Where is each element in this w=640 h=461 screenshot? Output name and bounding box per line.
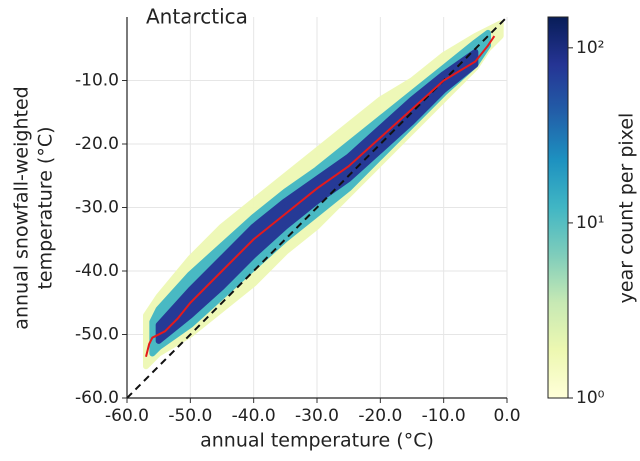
x-tick-label: -60.0 <box>105 406 149 426</box>
y-tick-label: -40.0 <box>75 261 119 281</box>
median-line <box>145 35 496 357</box>
x-tick-label: -30.0 <box>295 406 339 426</box>
colorbar <box>547 16 569 399</box>
colorbar-tick-label: 10⁰ <box>576 388 605 408</box>
x-tick-label: 0.0 <box>493 406 520 426</box>
colorbar-tick-label: 10² <box>576 38 604 58</box>
x-tick-label: -10.0 <box>422 406 466 426</box>
x-axis-label: annual temperature (°C) <box>200 430 434 452</box>
y-tick-label: -30.0 <box>75 198 119 218</box>
colorbar-tick-label: 10¹ <box>576 213 604 233</box>
x-tick-label: -20.0 <box>358 406 402 426</box>
y-axis-label: temperature (°C) <box>35 126 57 289</box>
x-tick-label: -40.0 <box>232 406 276 426</box>
x-tick-label: -50.0 <box>168 406 212 426</box>
y-tick-label: -20.0 <box>75 134 119 154</box>
colorbar-label: year count per pixel <box>616 113 638 304</box>
chart-title: Antarctica <box>146 5 248 29</box>
y-tick-label: -10.0 <box>75 71 119 91</box>
y-tick-label: -50.0 <box>75 325 119 345</box>
y-tick-label: -60.0 <box>75 388 119 408</box>
y-axis-label: annual snowfall-weighted <box>11 86 33 329</box>
